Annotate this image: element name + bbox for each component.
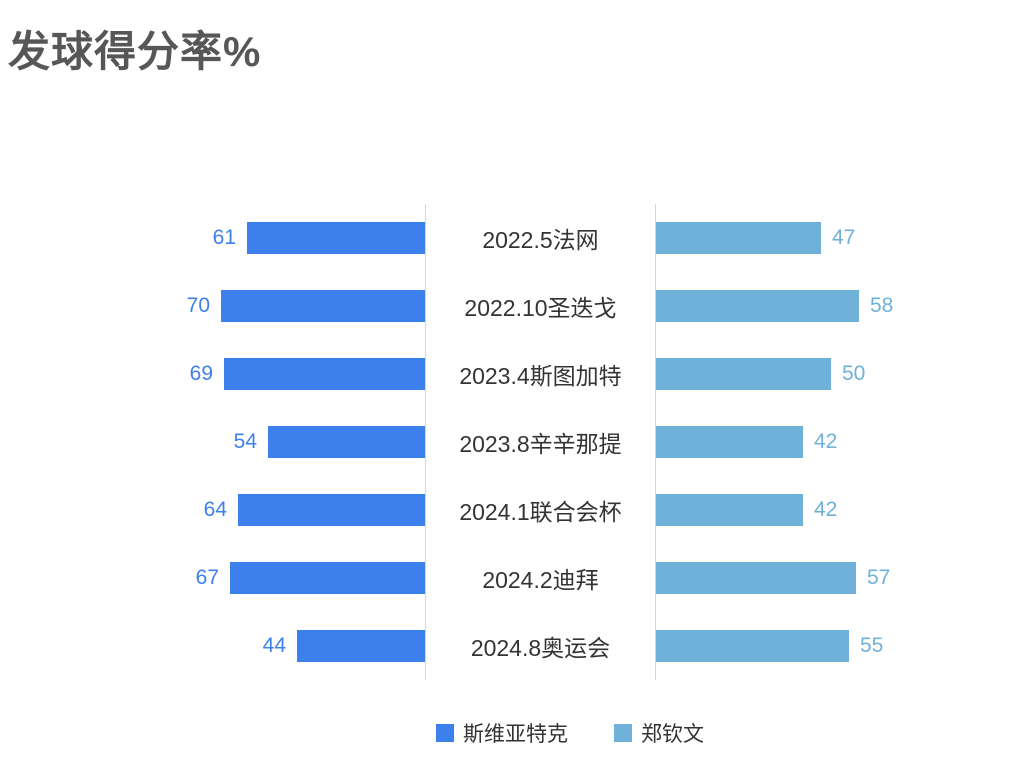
legend-swatch-icon bbox=[614, 724, 632, 742]
left-value-label: 64 bbox=[203, 498, 227, 521]
category-label: 2023.8辛辛那提 bbox=[425, 408, 656, 476]
right-cell: 58 bbox=[656, 272, 1024, 340]
right-bar bbox=[656, 290, 859, 322]
category-label: 2024.2迪拜 bbox=[425, 544, 656, 612]
chart-row: 61 2022.5法网 47 bbox=[0, 204, 1024, 272]
left-cell: 69 bbox=[0, 340, 425, 408]
chart-rows: 61 2022.5法网 47 70 2022.10圣迭戈 58 69 2023.4斯图加特 50… bbox=[0, 204, 1024, 680]
left-bar bbox=[238, 494, 425, 526]
right-value-label: 47 bbox=[832, 226, 856, 249]
category-label: 2024.8奥运会 bbox=[425, 612, 656, 680]
right-bar bbox=[656, 630, 849, 662]
left-cell: 70 bbox=[0, 272, 425, 340]
right-bar bbox=[656, 562, 856, 594]
left-bar bbox=[224, 358, 425, 390]
right-cell: 50 bbox=[656, 340, 1024, 408]
left-value-label: 69 bbox=[189, 362, 213, 385]
category-label: 2022.10圣迭戈 bbox=[425, 272, 656, 340]
category-label: 2023.4斯图加特 bbox=[425, 340, 656, 408]
legend-swatch-icon bbox=[436, 724, 454, 742]
chart-row: 70 2022.10圣迭戈 58 bbox=[0, 272, 1024, 340]
left-bar bbox=[221, 290, 425, 322]
left-bar bbox=[247, 222, 425, 254]
left-bar bbox=[230, 562, 425, 594]
left-cell: 44 bbox=[0, 612, 425, 680]
left-value-label: 44 bbox=[262, 634, 286, 657]
category-label: 2022.5法网 bbox=[425, 204, 656, 272]
left-cell: 64 bbox=[0, 476, 425, 544]
right-cell: 42 bbox=[656, 476, 1024, 544]
chart-legend: 斯维亚特克 郑钦文 bbox=[116, 718, 1024, 748]
right-value-label: 42 bbox=[814, 430, 838, 453]
legend-label: 斯维亚特克 bbox=[463, 723, 568, 746]
left-value-label: 70 bbox=[186, 294, 210, 317]
left-bar bbox=[297, 630, 425, 662]
right-bar bbox=[656, 358, 831, 390]
right-value-label: 50 bbox=[842, 362, 866, 385]
right-value-label: 55 bbox=[860, 634, 884, 657]
chart-title: 发球得分率% bbox=[8, 28, 262, 75]
chart-row: 69 2023.4斯图加特 50 bbox=[0, 340, 1024, 408]
chart-row: 67 2024.2迪拜 57 bbox=[0, 544, 1024, 612]
left-cell: 67 bbox=[0, 544, 425, 612]
left-bar bbox=[268, 426, 425, 458]
legend-label: 郑钦文 bbox=[641, 723, 704, 746]
category-label: 2024.1联合会杯 bbox=[425, 476, 656, 544]
right-value-label: 58 bbox=[870, 294, 894, 317]
left-cell: 54 bbox=[0, 408, 425, 476]
left-value-label: 61 bbox=[212, 226, 236, 249]
right-cell: 47 bbox=[656, 204, 1024, 272]
right-bar bbox=[656, 494, 803, 526]
chart-row: 64 2024.1联合会杯 42 bbox=[0, 476, 1024, 544]
left-cell: 61 bbox=[0, 204, 425, 272]
left-value-label: 54 bbox=[233, 430, 257, 453]
chart-row: 44 2024.8奥运会 55 bbox=[0, 612, 1024, 680]
chart-row: 54 2023.8辛辛那提 42 bbox=[0, 408, 1024, 476]
right-cell: 42 bbox=[656, 408, 1024, 476]
right-cell: 57 bbox=[656, 544, 1024, 612]
legend-item: 郑钦文 bbox=[614, 718, 704, 748]
left-value-label: 67 bbox=[195, 566, 219, 589]
right-bar bbox=[656, 426, 803, 458]
legend-item: 斯维亚特克 bbox=[436, 718, 568, 748]
right-value-label: 42 bbox=[814, 498, 838, 521]
right-cell: 55 bbox=[656, 612, 1024, 680]
right-value-label: 57 bbox=[867, 566, 891, 589]
right-bar bbox=[656, 222, 821, 254]
